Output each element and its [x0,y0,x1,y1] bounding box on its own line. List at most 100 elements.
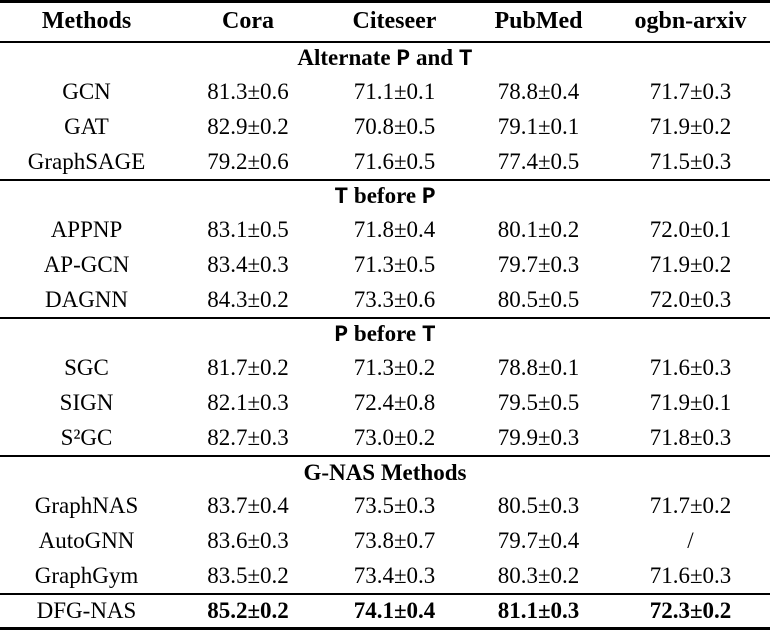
table-body: Alternate P and T GCN 81.3±0.6 71.1±0.1 78.8… [0,42,770,629]
table-row: SIGN 82.1±0.3 72.4±0.8 79.5±0.5 71.9±0.1 [0,386,770,421]
value-cell: 71.6±0.5 [353,148,436,174]
value-cell: 71.6±0.3 [649,562,732,588]
value-cell: 80.1±0.2 [497,217,580,242]
table-row: AutoGNN 83.6±0.3 73.8±0.7 79.7±0.4 / [0,524,770,559]
value-cell: 83.5±0.2 [207,562,289,588]
section-header-row: G-NAS Methods [0,454,770,489]
table-row: APPNP 83.1±0.5 71.8±0.4 80.1±0.2 72.0±0.1 [0,213,770,248]
table-row: DFG-NAS 85.2±0.2 74.1±0.4 81.1±0.3 72.3±0.2 [0,592,770,629]
value-cell: 79.1±0.1 [497,114,580,139]
method-cell: GraphSAGE [27,148,146,174]
value-cell: 73.0±0.2 [353,424,436,450]
value-cell: 78.8±0.1 [497,355,580,380]
value-cell: 71.1±0.1 [353,79,436,104]
value-cell: 80.5±0.3 [497,493,580,518]
section-title-mono-part: T [421,322,436,348]
method-cell: GAT [64,114,109,139]
method-cell: APPNP [50,217,123,242]
value-cell: 73.5±0.3 [353,493,436,518]
table-row: GraphGym 83.5±0.2 73.4±0.3 80.3±0.2 71.6±0.3 [0,559,770,594]
value-cell: 72.3±0.2 [611,592,770,629]
value-cell: 83.6±0.3 [207,528,289,553]
section-title-part: before [348,183,422,208]
value-cell: 80.3±0.2 [497,562,580,588]
value-cell: 82.7±0.3 [207,424,289,450]
table-row: S²GC 82.7±0.3 73.0±0.2 79.9±0.3 71.8±0.3 [0,421,770,456]
table-row: SGC 81.7±0.2 71.3±0.2 78.8±0.1 71.6±0.3 [0,351,770,386]
column-header-ogbn-arxiv: ogbn-arxiv [611,1,770,43]
column-header-citeseer: Citeseer [323,1,466,43]
value-cell: 79.5±0.5 [497,390,580,415]
section-title-mono-part: P [396,46,411,72]
value-cell: 81.3±0.6 [207,79,289,104]
value-cell: 80.5±0.5 [497,286,580,312]
section-title-part: Alternate [297,45,397,70]
value-cell: 85.2±0.2 [173,592,323,629]
column-header-cora: Cora [173,1,323,43]
value-cell: 71.7±0.2 [649,493,732,518]
value-cell: 72.4±0.8 [353,390,436,415]
value-cell: 73.8±0.7 [353,528,436,553]
value-cell: 83.1±0.5 [207,217,289,242]
table-row: GraphSAGE 79.2±0.6 71.6±0.5 77.4±0.5 71.5±0.… [0,145,770,180]
table-row: AP-GCN 83.4±0.3 71.3±0.5 79.7±0.3 71.9±0.2 [0,248,770,283]
section-header-row: Alternate P and T [0,42,770,75]
value-cell: 77.4±0.5 [497,148,580,174]
section-header-row: T before P [0,178,770,213]
value-cell: 73.4±0.3 [353,562,436,588]
value-cell: 82.9±0.2 [207,114,289,139]
section-title-mono-part: T [458,46,473,72]
section-header-row: P before T [0,316,770,351]
section-title-mono-part: T [334,184,349,210]
section-title-part: and [410,45,459,70]
value-cell: 71.9±0.2 [649,252,732,277]
method-cell: AP-GCN [43,252,130,277]
value-cell: 79.7±0.4 [497,528,580,553]
method-cell: SGC [64,355,109,380]
method-cell: DFG-NAS [0,592,173,629]
value-cell: 83.7±0.4 [207,493,289,518]
section-title-part: before [348,321,422,346]
value-cell: 71.3±0.2 [353,355,436,380]
section-title-mono-part: P [421,184,436,210]
value-cell: 71.9±0.1 [649,390,732,415]
method-cell: SIGN [59,390,114,415]
section-title-mono-part: P [334,322,349,348]
value-cell: 74.1±0.4 [323,592,466,629]
table-row: GraphNAS 83.7±0.4 73.5±0.3 80.5±0.3 71.7±0.2 [0,489,770,524]
method-cell: GraphNAS [34,493,139,518]
value-cell: 82.1±0.3 [207,390,289,415]
value-cell: 71.8±0.4 [353,217,436,242]
value-cell: 79.2±0.6 [207,148,289,174]
method-cell: S²GC [60,424,113,450]
value-cell: 84.3±0.2 [207,286,289,312]
value-cell: 81.1±0.3 [466,592,611,629]
method-cell: DAGNN [44,286,129,312]
value-cell: / [687,528,694,553]
method-cell: GCN [62,79,111,104]
method-cell: AutoGNN [38,528,135,553]
table-row: GCN 81.3±0.6 71.1±0.1 78.8±0.4 71.7±0.3 [0,75,770,110]
value-cell: 70.8±0.5 [353,114,436,139]
value-cell: 79.9±0.3 [497,424,580,450]
value-cell: 78.8±0.4 [497,79,580,104]
value-cell: 71.3±0.5 [353,252,436,277]
method-cell: GraphGym [34,562,139,588]
section-title: G-NAS Methods [0,454,770,489]
value-cell: 73.3±0.6 [353,286,436,312]
section-title: T before P [0,178,770,213]
value-cell: 71.7±0.3 [649,79,732,104]
section-title-part: G-NAS Methods [303,459,467,485]
column-header-methods: Methods [0,1,173,43]
header-row: Methods Cora Citeseer PubMed ogbn-arxiv [0,1,770,43]
value-cell: 72.0±0.1 [649,217,732,242]
value-cell: 71.6±0.3 [649,355,732,380]
value-cell: 71.9±0.2 [649,114,732,139]
column-header-pubmed: PubMed [466,1,611,43]
value-cell: 71.8±0.3 [649,424,732,450]
value-cell: 83.4±0.3 [207,252,289,277]
value-cell: 81.7±0.2 [207,355,289,380]
table-row: DAGNN 84.3±0.2 73.3±0.6 80.5±0.5 72.0±0.3 [0,283,770,318]
section-title: P before T [0,316,770,351]
